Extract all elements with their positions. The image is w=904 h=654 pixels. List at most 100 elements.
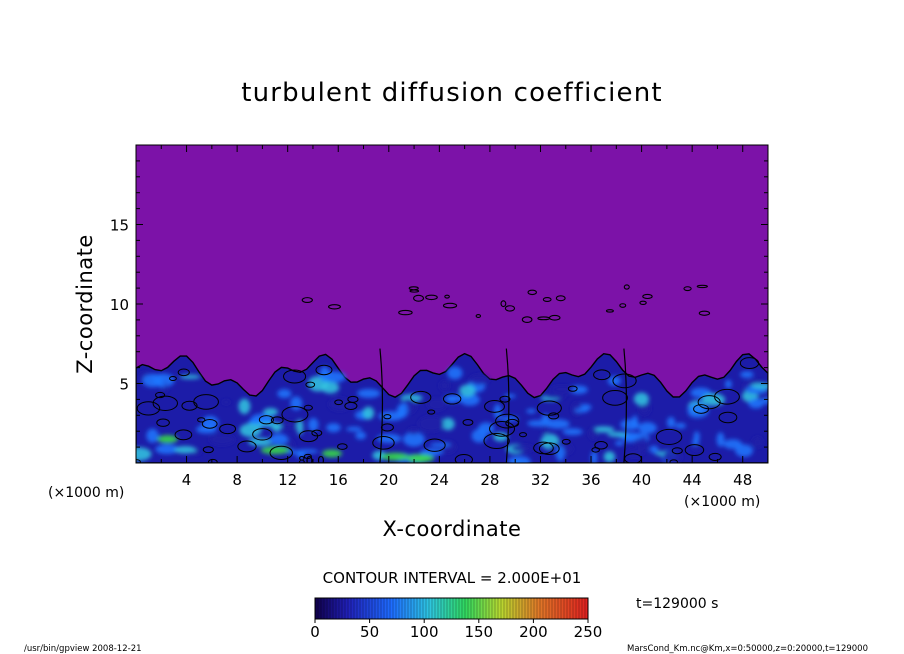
eddy (545, 394, 567, 399)
x-tick-label: 20 (379, 471, 398, 489)
eddy (209, 434, 235, 446)
eddy (633, 392, 649, 406)
eddy (319, 366, 330, 382)
eddy (641, 444, 649, 452)
eddy (346, 426, 362, 432)
contour-loop (567, 385, 578, 392)
eddy (355, 431, 367, 440)
eddy (420, 448, 444, 456)
aloft-patch (425, 294, 438, 301)
aloft-patch (398, 309, 413, 316)
aloft-patch (696, 284, 709, 289)
aloft-patch (548, 314, 561, 321)
x-unit-right: (×1000 m) (684, 494, 760, 510)
eddy (545, 419, 570, 429)
contour-loop (303, 404, 313, 411)
eddy (221, 400, 231, 405)
x-tick-label: 28 (480, 471, 499, 489)
eddy (590, 450, 598, 463)
aloft-patch (619, 303, 627, 308)
contour-loop (561, 438, 571, 445)
plume-line (505, 348, 510, 463)
peak-eddy (321, 449, 342, 458)
aloft-patch (328, 304, 341, 310)
x-tick-label: 40 (632, 471, 651, 489)
eddy (376, 433, 402, 444)
contour-loop (547, 412, 560, 420)
eddy (263, 408, 279, 416)
eddy (562, 428, 583, 436)
contour-loop (739, 357, 760, 369)
eddy (607, 431, 628, 437)
eddy (136, 447, 152, 461)
peak-eddy (157, 435, 178, 444)
x-unit-left: (×1000 m) (48, 485, 124, 501)
eddy (418, 416, 445, 432)
eddy (666, 416, 676, 428)
eddy (290, 396, 303, 411)
contour-loop (380, 423, 394, 432)
x-tick-label: 4 (182, 471, 192, 489)
eddy (740, 371, 754, 379)
eddy (471, 429, 488, 443)
y-axis: 5 10 15 (110, 160, 768, 448)
contour-loop (177, 368, 190, 377)
contour-loop (169, 375, 177, 382)
aloft-patch (555, 295, 566, 302)
eddy (277, 388, 292, 399)
contour-loop (372, 436, 395, 450)
contour-loop (252, 428, 273, 441)
contour-loop (462, 418, 474, 426)
contour-loop (152, 395, 178, 411)
eddy (503, 394, 516, 399)
contour-loop (270, 416, 284, 425)
aloft-patch (642, 293, 653, 300)
contour-loop (202, 446, 214, 454)
eddy (447, 366, 463, 380)
colorbar-frame (314, 597, 589, 620)
time-label: t=129000 s (636, 596, 718, 612)
eddy (574, 408, 589, 413)
aloft-patch (504, 305, 516, 312)
eddy (507, 457, 521, 463)
contour-loop (156, 418, 170, 427)
contour-loop (495, 413, 520, 429)
contour-loop (337, 443, 348, 450)
contour-loop (499, 395, 511, 403)
eddy (308, 417, 319, 432)
y-tick-label: 10 (110, 296, 129, 314)
contour-loop (181, 400, 198, 411)
contour-loop (483, 433, 510, 449)
eddy (701, 393, 726, 406)
plume-line (379, 348, 384, 463)
eddy (256, 422, 281, 427)
contour-loop (315, 364, 333, 376)
contour-loop (334, 399, 344, 406)
contour-loop (594, 441, 608, 450)
colorbar-ticks: 0 50 100 150 200 250 (310, 619, 602, 641)
contour-loop (718, 411, 738, 424)
eddy (174, 446, 197, 454)
chart-title: turbulent diffusion coefficient (241, 78, 663, 108)
eddy (297, 449, 319, 454)
eddy (201, 415, 219, 430)
eddy (239, 423, 262, 438)
colorbar-tick-label: 100 (410, 623, 439, 641)
eddy (155, 444, 179, 455)
aloft-patch (408, 286, 419, 291)
eddy (550, 385, 575, 393)
contour-loop (655, 428, 683, 445)
x-tick-label: 16 (329, 471, 348, 489)
eddy (541, 424, 549, 435)
contour-loop (197, 417, 206, 423)
eddy (569, 385, 588, 395)
contour-loop (136, 401, 161, 416)
eddy (296, 419, 304, 435)
contour-loop (602, 390, 628, 406)
eddy (407, 427, 420, 435)
contour-loop (671, 447, 683, 455)
x-tick-label: 24 (430, 471, 449, 489)
eddy (687, 403, 709, 418)
aloft-patch (639, 300, 647, 305)
x-axis: 4 8 12 16 20 24 28 32 36 40 44 48 (160, 145, 752, 489)
